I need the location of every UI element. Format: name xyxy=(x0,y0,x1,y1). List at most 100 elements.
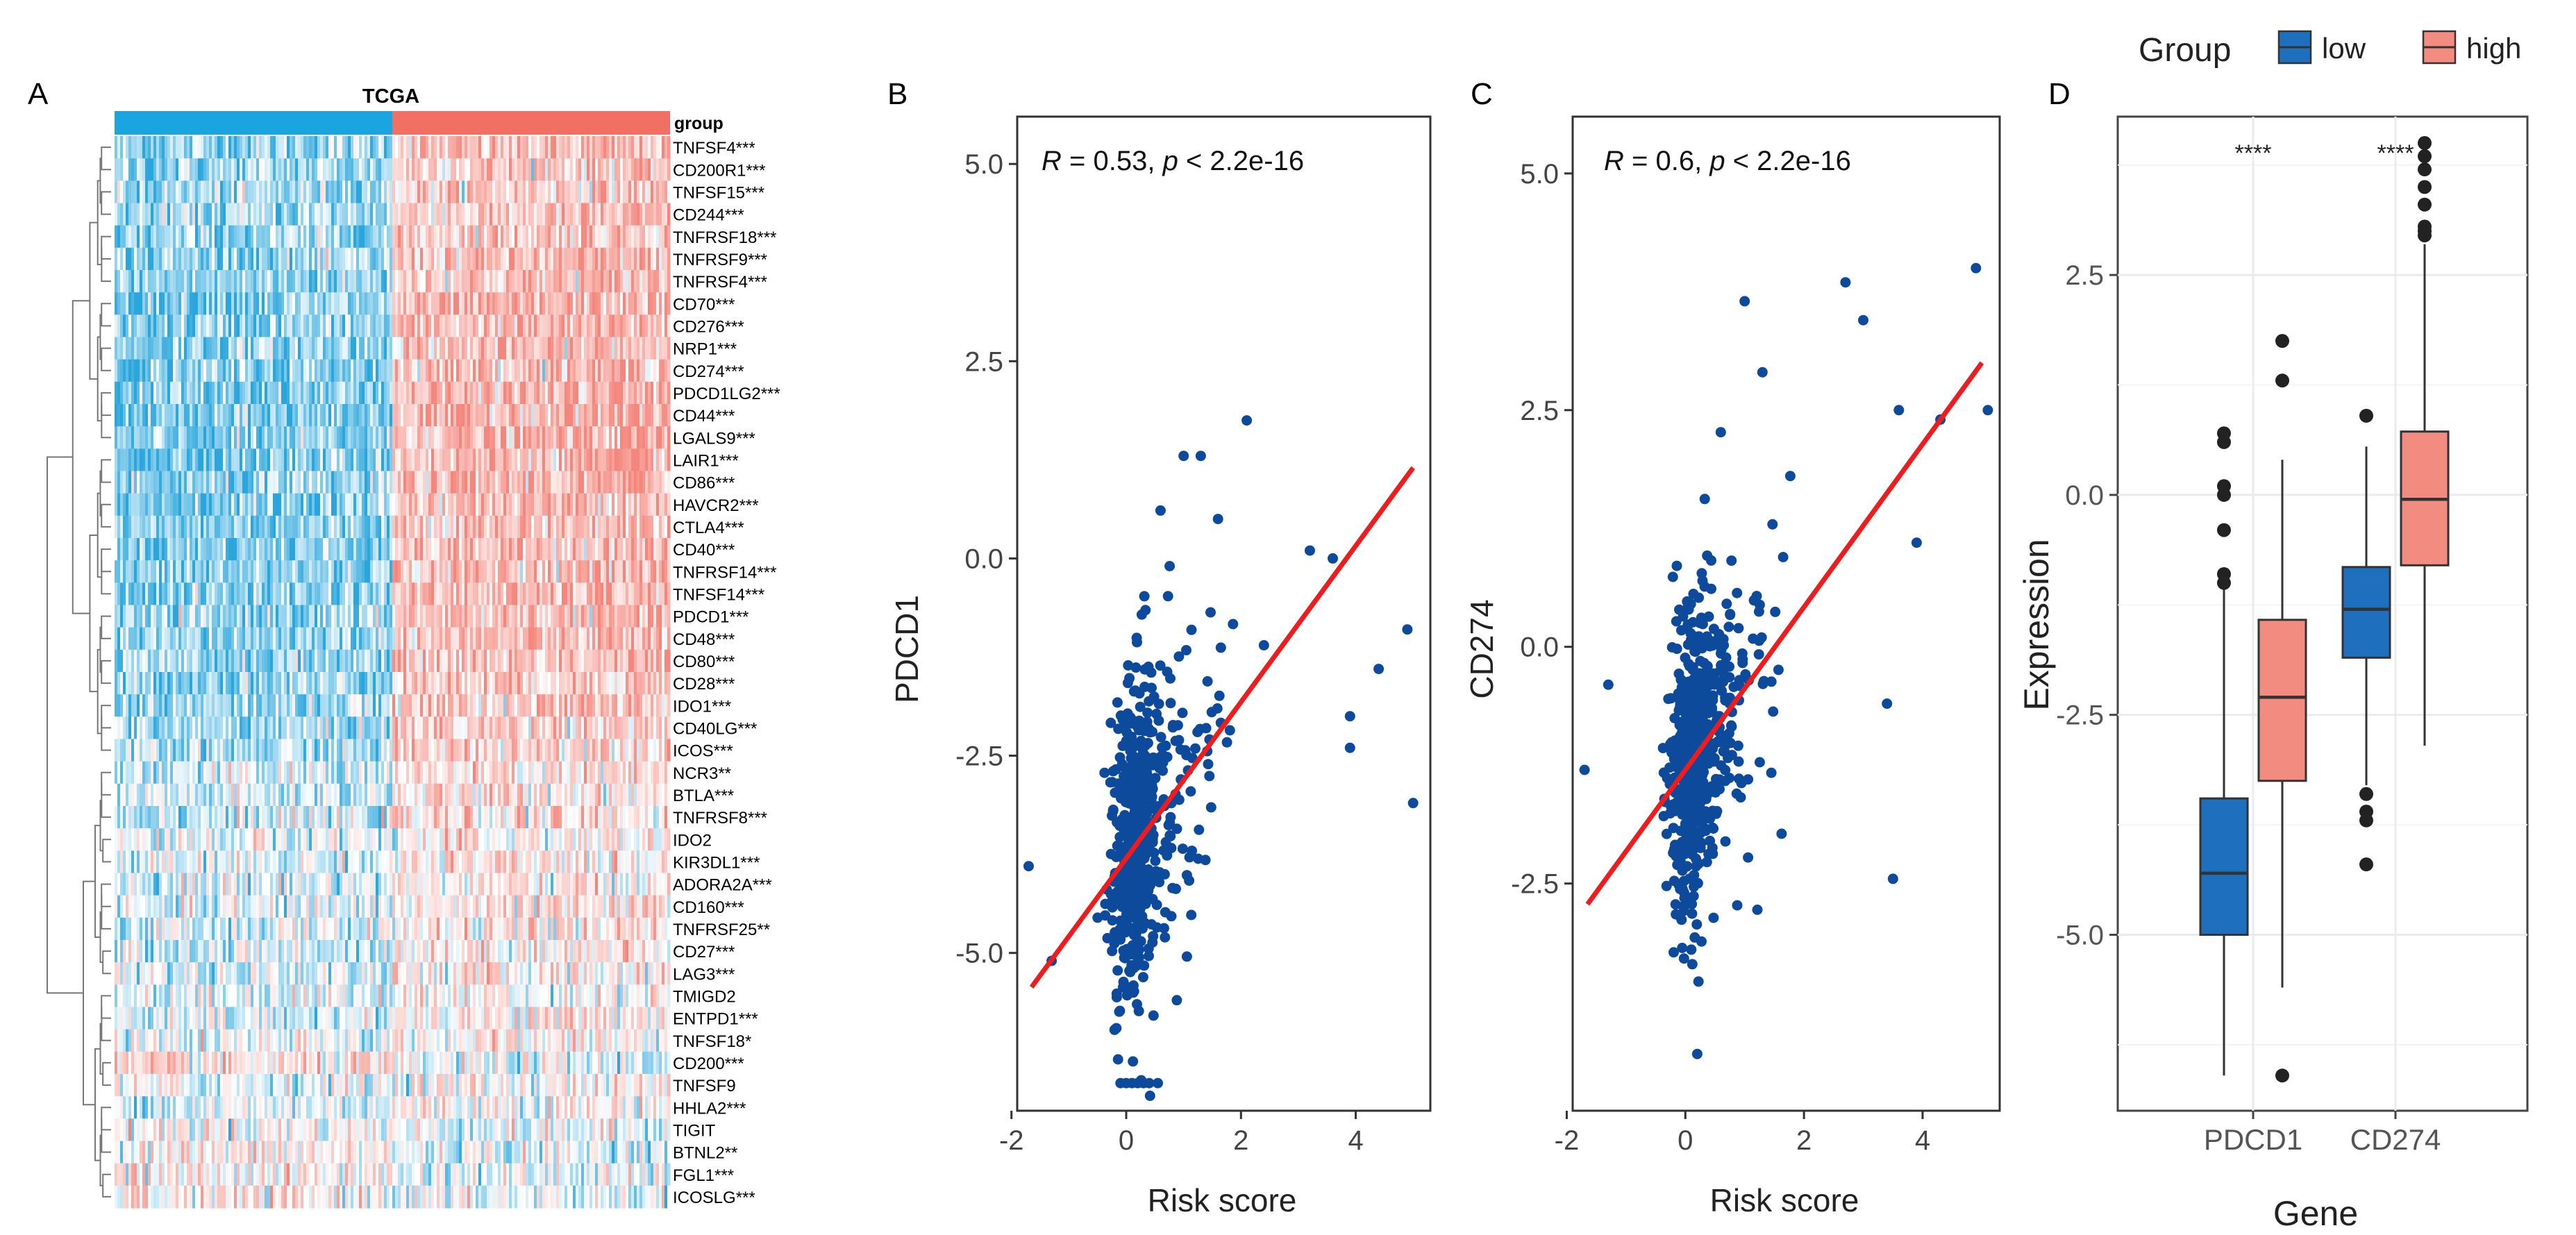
heatmap-cell xyxy=(503,337,507,360)
heatmap-cell xyxy=(320,359,324,383)
heatmap-cell xyxy=(512,627,515,650)
heatmap-cell xyxy=(237,471,240,494)
heatmap-cell xyxy=(195,225,199,249)
heatmap-cell xyxy=(173,292,176,315)
heatmap-cell xyxy=(503,381,507,405)
heatmap-cell xyxy=(240,359,243,383)
heatmap-cell xyxy=(537,471,540,494)
heatmap-cell xyxy=(178,448,182,472)
heatmap-cell xyxy=(145,136,149,159)
heatmap-cell xyxy=(373,359,376,383)
heatmap-cell xyxy=(128,404,132,427)
heatmap-cell xyxy=(392,649,396,673)
heatmap-cell xyxy=(381,605,385,628)
heatmap-cell xyxy=(467,471,471,494)
heatmap-cell xyxy=(287,627,290,650)
heatmap-cell xyxy=(217,359,221,383)
heatmap-cell xyxy=(634,538,637,561)
heatmap-cell xyxy=(637,270,640,293)
heatmap-cell xyxy=(653,225,657,249)
heatmap-cell xyxy=(581,448,585,472)
heatmap-cell xyxy=(403,471,407,494)
heatmap-cell xyxy=(262,381,265,405)
heatmap-cell xyxy=(390,493,393,516)
heatmap-cell xyxy=(115,381,118,405)
heatmap-cell xyxy=(190,515,193,539)
heatmap-cell xyxy=(437,359,440,383)
heatmap-cell xyxy=(365,158,368,181)
heatmap-cell xyxy=(240,471,243,494)
heatmap-cell xyxy=(123,337,126,360)
heatmap-cell xyxy=(378,471,382,494)
heatmap-cell xyxy=(156,426,160,449)
heatmap-cell xyxy=(170,292,174,315)
heatmap-cell xyxy=(167,560,171,583)
heatmap-cell xyxy=(226,337,229,360)
heatmap-cell xyxy=(515,627,518,650)
heatmap-cell xyxy=(664,426,668,449)
heatmap-cell xyxy=(126,471,129,494)
heatmap-cell xyxy=(653,471,657,494)
heatmap-cell xyxy=(356,515,360,539)
heatmap-cell xyxy=(367,203,371,226)
heatmap-cell xyxy=(359,136,362,159)
heatmap-cell xyxy=(370,627,374,650)
heatmap-cell xyxy=(153,582,157,606)
heatmap-cell xyxy=(634,136,637,159)
heatmap-cell xyxy=(273,314,276,338)
heatmap-cell xyxy=(459,247,462,271)
heatmap-cell xyxy=(545,203,549,226)
heatmap-cell xyxy=(531,404,535,427)
heatmap-cell xyxy=(167,471,171,494)
heatmap-cell xyxy=(534,605,537,628)
heatmap-cell xyxy=(134,203,137,226)
heatmap-cell xyxy=(237,493,240,516)
heatmap-cell xyxy=(509,292,512,315)
heatmap-cell xyxy=(412,381,415,405)
heatmap-cell xyxy=(320,158,324,181)
heatmap-cell xyxy=(601,381,604,405)
heatmap-cell xyxy=(367,471,371,494)
heatmap-cell xyxy=(559,247,562,271)
heatmap-cell xyxy=(409,560,412,583)
heatmap-cell xyxy=(656,270,660,293)
heatmap-cell xyxy=(165,627,168,650)
heatmap-cell xyxy=(126,605,129,628)
heatmap-cell xyxy=(215,292,218,315)
heatmap-cell xyxy=(426,180,429,204)
heatmap-cell xyxy=(440,314,443,338)
heatmap-cell xyxy=(165,471,168,494)
heatmap-cell xyxy=(434,203,437,226)
heatmap-cell xyxy=(556,404,560,427)
heatmap-cell xyxy=(142,448,146,472)
heatmap-cell xyxy=(267,158,271,181)
heatmap-cell xyxy=(203,314,207,338)
heatmap-cell xyxy=(203,337,207,360)
heatmap-cell xyxy=(528,560,532,583)
heatmap-cell xyxy=(312,158,315,181)
heatmap-cell xyxy=(448,270,451,293)
heatmap-cell xyxy=(128,314,132,338)
heatmap-cell xyxy=(509,247,512,271)
heatmap-cell xyxy=(556,359,560,383)
heatmap-cell xyxy=(601,538,604,561)
heatmap-cell xyxy=(495,314,499,338)
heatmap-cell xyxy=(178,136,182,159)
heatmap-cell xyxy=(645,359,649,383)
heatmap-cell xyxy=(370,426,374,449)
heatmap-cell xyxy=(601,404,604,427)
heatmap-cell xyxy=(228,203,232,226)
heatmap-cell xyxy=(492,381,496,405)
heatmap-cell xyxy=(295,582,299,606)
panel-label-c: C xyxy=(1471,77,1493,111)
heatmap-cell xyxy=(117,605,121,628)
heatmap-cell xyxy=(642,158,646,181)
heatmap-cell xyxy=(631,292,635,315)
heatmap-cell xyxy=(434,158,437,181)
heatmap-cell xyxy=(115,203,118,226)
heatmap-cell xyxy=(606,158,610,181)
heatmap-cell xyxy=(567,292,571,315)
heatmap-cell xyxy=(573,247,576,271)
heatmap-cell xyxy=(495,404,499,427)
heatmap-cell xyxy=(303,560,307,583)
